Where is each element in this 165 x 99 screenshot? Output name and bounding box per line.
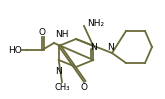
Text: O: O — [81, 82, 87, 91]
Text: NH₂: NH₂ — [87, 19, 104, 28]
Text: N: N — [108, 42, 114, 51]
Text: O: O — [38, 28, 46, 37]
Text: HO: HO — [8, 46, 22, 55]
Text: NH: NH — [55, 30, 68, 39]
Text: N: N — [91, 42, 97, 51]
Text: CH₃: CH₃ — [54, 82, 70, 91]
Text: N: N — [56, 68, 62, 77]
